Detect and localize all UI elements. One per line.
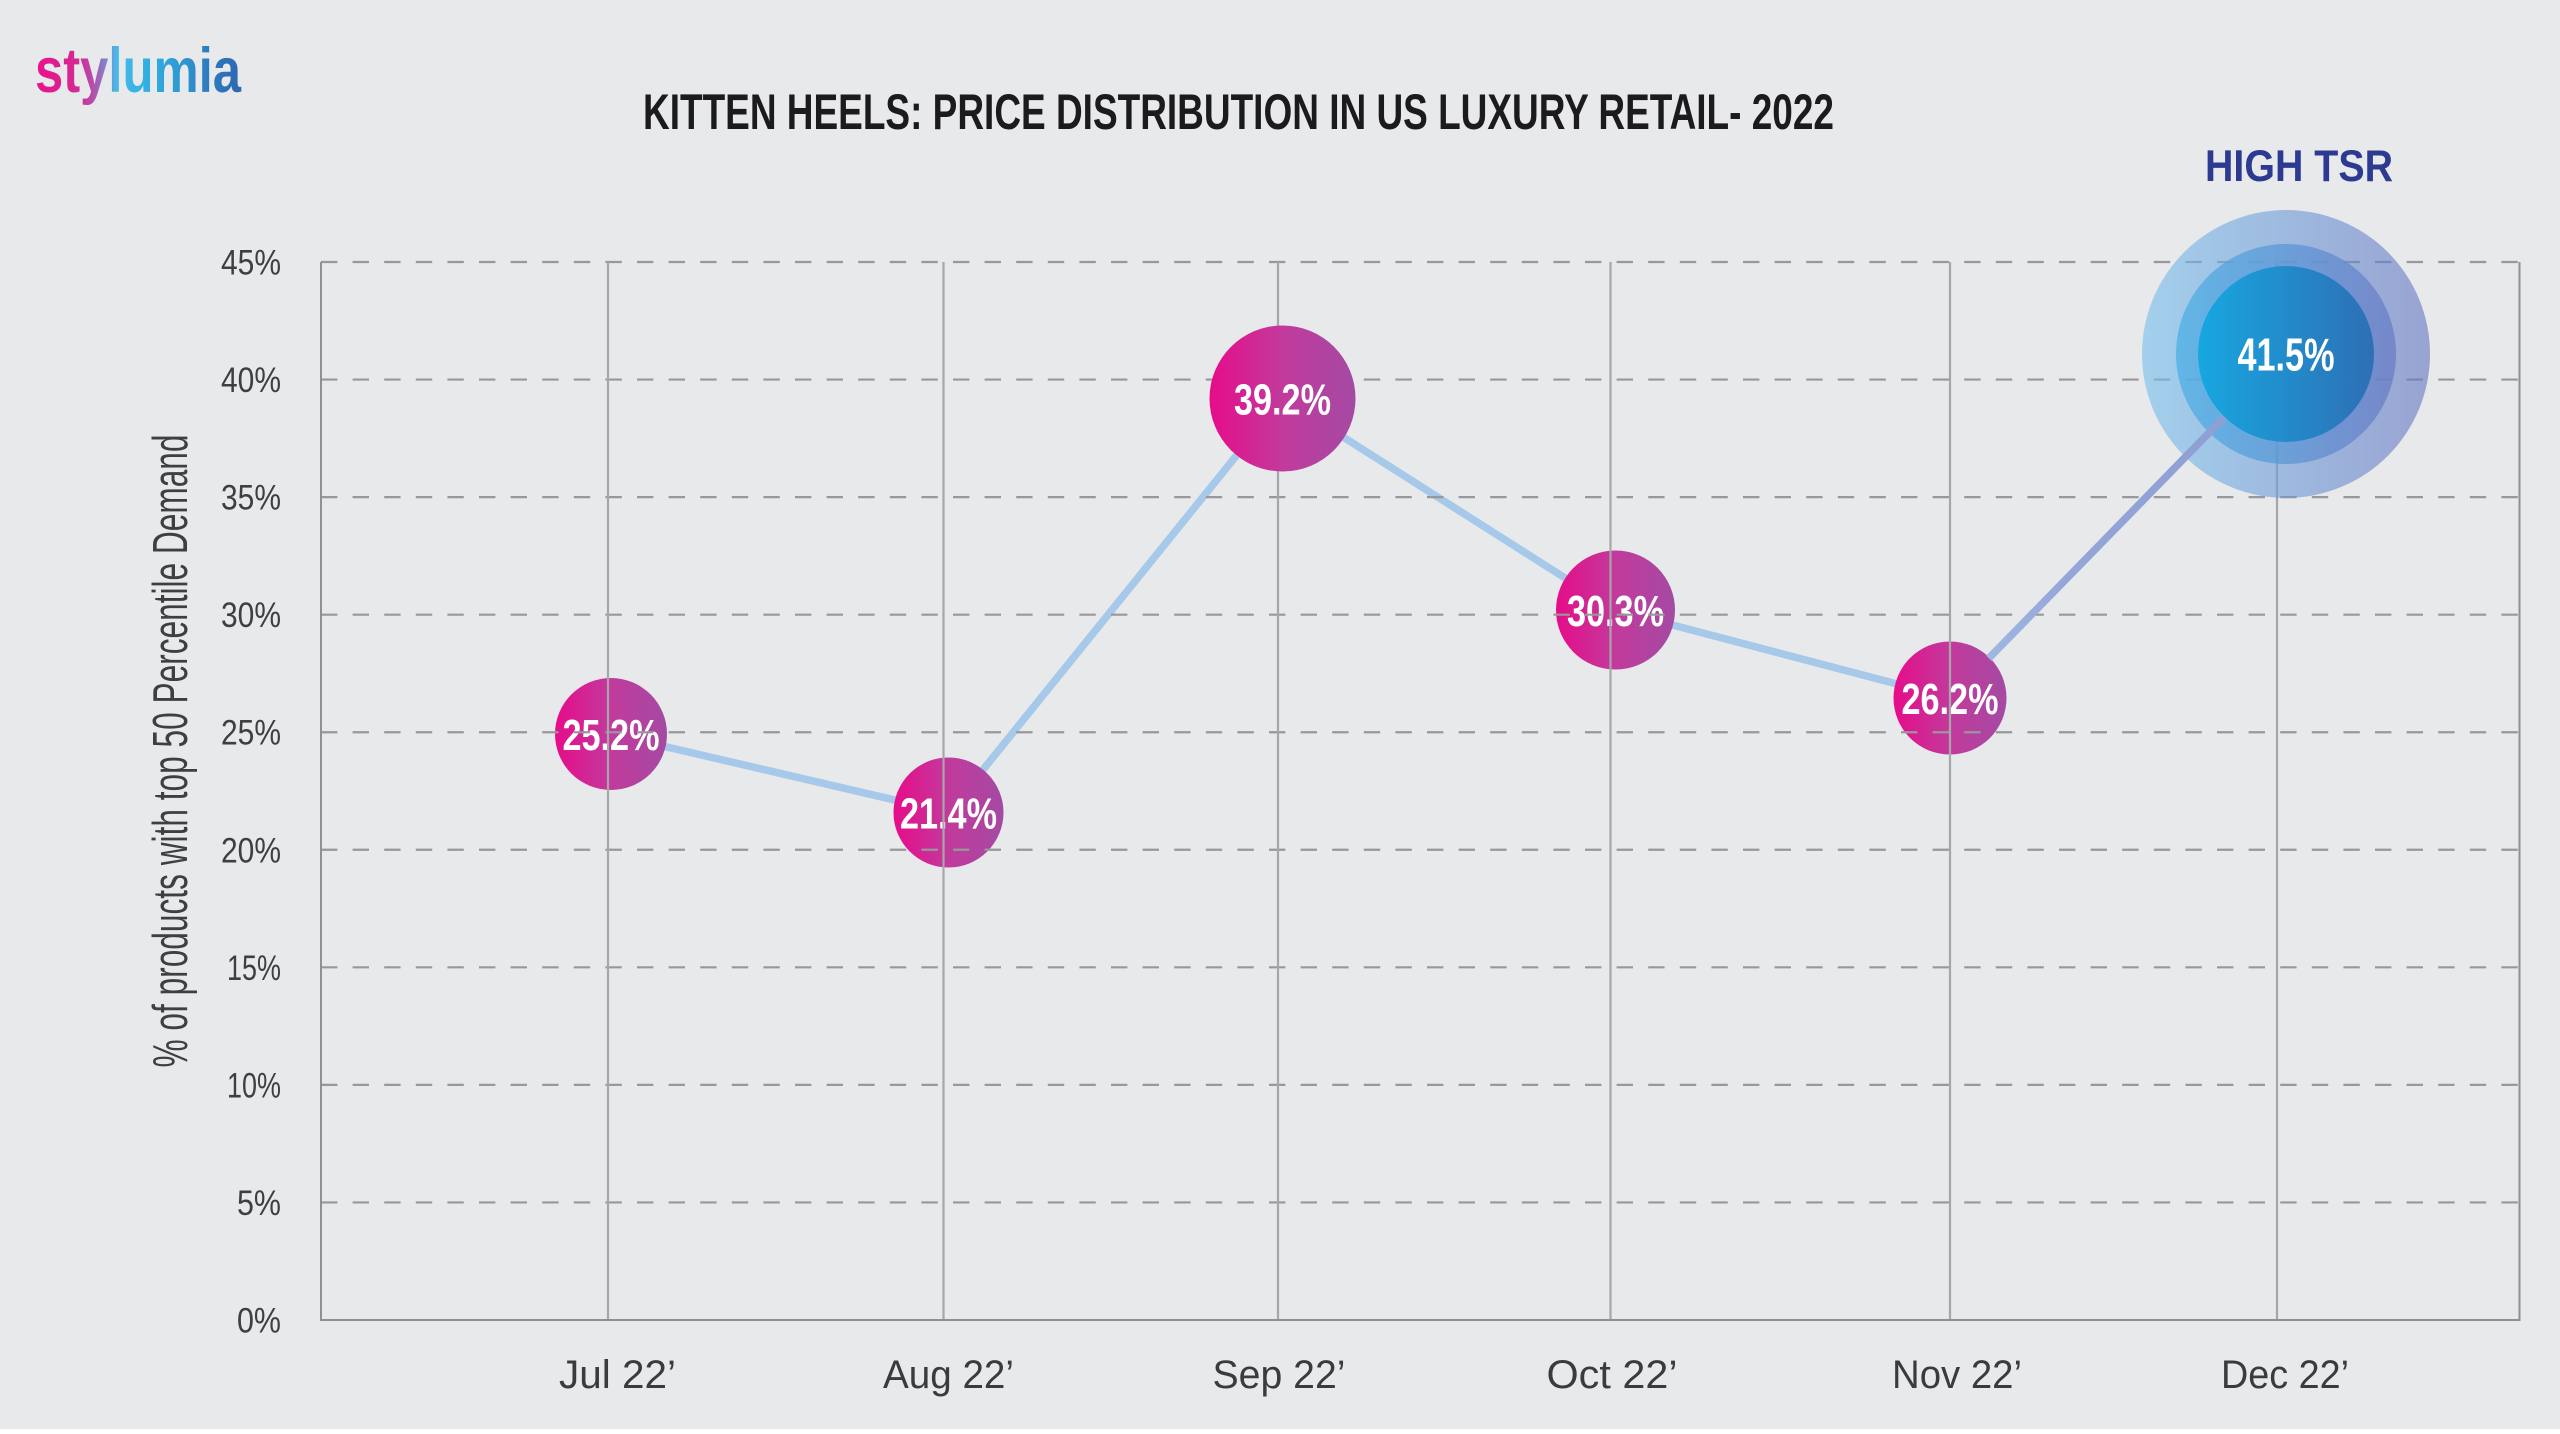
svg-text:25.2%: 25.2% [563,711,660,760]
svg-text:HIGH TSR: HIGH TSR [2205,142,2393,191]
svg-text:40%: 40% [221,361,281,400]
svg-text:39.2%: 39.2% [1234,376,1331,425]
svg-text:35%: 35% [221,479,281,518]
svg-text:21.4%: 21.4% [900,790,997,839]
svg-text:Oct 22’: Oct 22’ [1547,1353,1678,1397]
svg-text:Sep 22’: Sep 22’ [1213,1353,1346,1397]
svg-text:41.5%: 41.5% [2238,329,2335,381]
svg-text:15%: 15% [227,949,281,988]
svg-text:stylumia: stylumia [35,36,242,106]
svg-text:Jul 22’: Jul 22’ [559,1353,676,1397]
svg-text:% of products with top 50 Perc: % of products with top 50 Percentile Dem… [144,435,198,1068]
svg-text:30%: 30% [221,596,281,635]
svg-text:25%: 25% [221,714,281,753]
svg-text:Dec 22’: Dec 22’ [2221,1353,2349,1397]
svg-text:20%: 20% [221,831,281,870]
svg-text:Aug 22’: Aug 22’ [883,1353,1014,1397]
svg-text:5%: 5% [237,1184,281,1223]
svg-text:Nov 22’: Nov 22’ [1892,1353,2022,1397]
svg-text:10%: 10% [227,1066,281,1105]
svg-text:45%: 45% [221,244,281,283]
svg-text:0%: 0% [237,1302,281,1341]
svg-text:KITTEN HEELS: PRICE DISTRIBUTI: KITTEN HEELS: PRICE DISTRIBUTION IN US L… [643,84,1834,140]
svg-text:30.3%: 30.3% [1567,587,1664,636]
